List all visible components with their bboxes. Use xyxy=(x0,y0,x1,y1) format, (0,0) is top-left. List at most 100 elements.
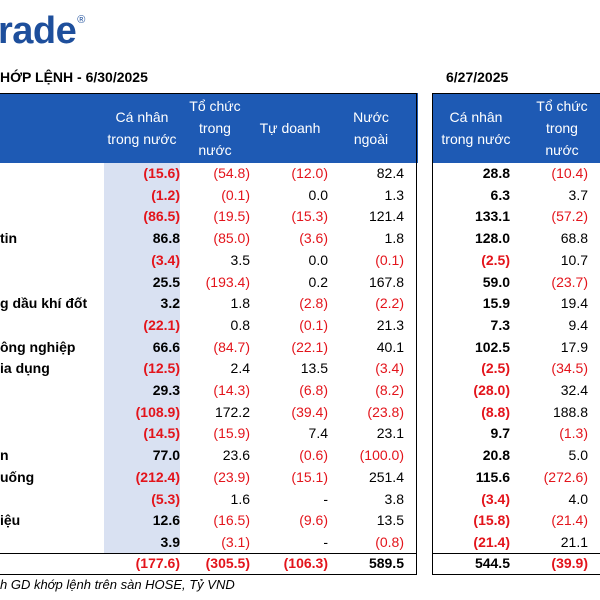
row-value: (3.6) xyxy=(299,230,328,247)
row-value: 1.6 xyxy=(230,490,250,507)
row-value: (0.1) xyxy=(299,316,328,333)
row-label: ông nghiệp xyxy=(0,338,76,355)
table-row: (5.3) 1.6 - 3.8 (3.4) 4.0 xyxy=(0,489,600,511)
table-row: (14.5) (15.9) 7.4 23.1 9.7 (1.3) xyxy=(0,423,600,445)
table-row: ia dụng (12.5) 2.4 13.5 (3.4) (2.5) (34.5) xyxy=(0,358,600,380)
row-value: 115.6 xyxy=(475,468,510,485)
row-value: (2.5) xyxy=(481,360,510,377)
row-value: (15.1) xyxy=(291,468,328,485)
row-label: n xyxy=(0,447,9,464)
row-value: 32.4 xyxy=(560,382,588,398)
total-value: (106.3) xyxy=(283,555,328,571)
row-value: (2.8) xyxy=(299,295,328,312)
row-value: 17.9 xyxy=(560,338,588,355)
table-row: iệu 12.6 (16.5) (9.6) 13.5 (15.8) (21.4) xyxy=(0,510,600,532)
header-right: Cá nhân trong nước Tổ chức trong nước xyxy=(432,93,600,163)
row-value: (8.2) xyxy=(375,382,404,398)
row-value: 2.4 xyxy=(230,360,250,377)
row-value: (0.6) xyxy=(299,447,328,464)
row-value: (9.6) xyxy=(299,512,328,529)
row-value: - xyxy=(323,533,328,550)
row-value: (14.5) xyxy=(143,425,180,442)
row-value: 86.8 xyxy=(152,230,180,247)
table-row: g dầu khí đốt 3.2 1.8 (2.8) (2.2) 15.9 19.4 xyxy=(0,293,600,315)
row-label: uống xyxy=(0,468,35,485)
row-value: (22.1) xyxy=(291,338,328,355)
row-label: g dầu khí đốt xyxy=(0,295,88,312)
row-value: (3.1) xyxy=(221,533,250,550)
row-value: (84.7) xyxy=(213,338,250,355)
table-row: n 77.0 23.6 (0.6) (100.0) 20.8 5.0 xyxy=(0,445,600,467)
table-row: 29.3 (14.3) (6.8) (8.2) (28.0) 32.4 xyxy=(0,380,600,402)
row-value: 13.5 xyxy=(300,360,328,377)
table-row: uống (212.4) (23.9) (15.1) 251.4 115.6 (272.6) xyxy=(0,467,600,489)
row-value: 0.8 xyxy=(230,316,250,333)
row-value: (39.4) xyxy=(291,403,328,420)
table-row: (1.2) (0.1) 0.0 1.3 6.3 3.7 xyxy=(0,185,600,207)
row-value: (23.9) xyxy=(213,468,250,485)
row-value: (21.4) xyxy=(551,512,588,529)
row-value: (6.8) xyxy=(299,382,328,398)
row-value: 3.8 xyxy=(384,490,404,507)
row-value: (15.6) xyxy=(143,165,180,181)
row-value: 102.5 xyxy=(474,338,510,355)
table-row: 3.9 (3.1) - (0.8) (21.4) 21.1 xyxy=(0,532,600,554)
row-value: 21.1 xyxy=(560,533,588,550)
row-value: 4.0 xyxy=(568,490,588,507)
row-value: 0.0 xyxy=(308,186,328,203)
table-row: 25.5 (193.4) 0.2 167.8 59.0 (23.7) xyxy=(0,272,600,294)
row-value: 1.8 xyxy=(384,230,404,247)
row-value: 20.8 xyxy=(482,447,510,464)
registered-mark: ® xyxy=(77,14,85,26)
row-value: 3.9 xyxy=(160,533,180,550)
row-value: (21.4) xyxy=(473,533,510,550)
row-value: 25.5 xyxy=(152,273,180,290)
row-value: 15.9 xyxy=(482,295,510,312)
row-value: (10.4) xyxy=(551,165,588,181)
table-row: (86.5) (19.5) (15.3) 121.4 133.1 (57.2) xyxy=(0,206,600,228)
row-value: (16.5) xyxy=(213,512,250,529)
ca-nhan-column-shade xyxy=(104,163,180,553)
row-value: 167.8 xyxy=(368,273,404,290)
row-value: 13.5 xyxy=(376,512,404,529)
row-value: (15.3) xyxy=(291,208,328,225)
row-value: (34.5) xyxy=(551,360,588,377)
row-value: (54.8) xyxy=(213,165,250,181)
row-value: 66.6 xyxy=(152,338,180,355)
header-nuoc-ngoai: Nước ngoài xyxy=(353,109,389,147)
row-value: 29.3 xyxy=(152,382,180,398)
table-row: (3.4) 3.5 0.0 (0.1) (2.5) 10.7 xyxy=(0,250,600,272)
row-value: 77.0 xyxy=(152,447,180,464)
row-value: (0.8) xyxy=(375,533,404,550)
row-value: (193.4) xyxy=(205,273,250,290)
row-value: (19.5) xyxy=(213,208,250,225)
row-value: (15.9) xyxy=(213,425,250,442)
total-row: (177.6) (305.5) (106.3) 589.5 544.5 (39.… xyxy=(0,553,600,575)
header-to-chuc-right: Tổ chức trong nước xyxy=(536,98,588,158)
table-title-left: HỚP LỆNH - 6/30/2025 xyxy=(0,69,148,85)
row-value: 1.8 xyxy=(230,295,250,312)
row-value: (22.1) xyxy=(143,316,180,333)
logo-text: rade xyxy=(0,10,77,52)
row-value: 23.1 xyxy=(376,425,404,442)
header-ca-nhan-right: Cá nhân trong nước xyxy=(441,109,511,147)
header-left: Cá nhân trong nước Tổ chức trong nước Tự… xyxy=(0,93,418,163)
total-divider-right xyxy=(432,553,600,554)
row-value: (86.5) xyxy=(143,208,180,225)
row-value: (0.1) xyxy=(375,251,404,268)
row-value: (14.3) xyxy=(213,382,250,398)
row-value: 21.3 xyxy=(376,316,404,333)
row-value: 3.2 xyxy=(160,295,180,312)
total-divider-left xyxy=(0,553,417,554)
row-value: (100.0) xyxy=(359,447,404,464)
row-value: (85.0) xyxy=(213,230,250,247)
footnote: h GD khớp lệnh trên sàn HOSE, Tỷ VND xyxy=(0,577,235,592)
row-value: 251.4 xyxy=(368,468,404,485)
row-value: - xyxy=(323,490,328,507)
row-label: iệu xyxy=(0,512,21,529)
row-value: (272.6) xyxy=(543,468,588,485)
row-value: (57.2) xyxy=(551,208,588,225)
row-value: (23.7) xyxy=(551,273,588,290)
table-row: ông nghiệp 66.6 (84.7) (22.1) 40.1 102.5 17.9 xyxy=(0,337,600,359)
row-value: 12.6 xyxy=(152,512,180,529)
